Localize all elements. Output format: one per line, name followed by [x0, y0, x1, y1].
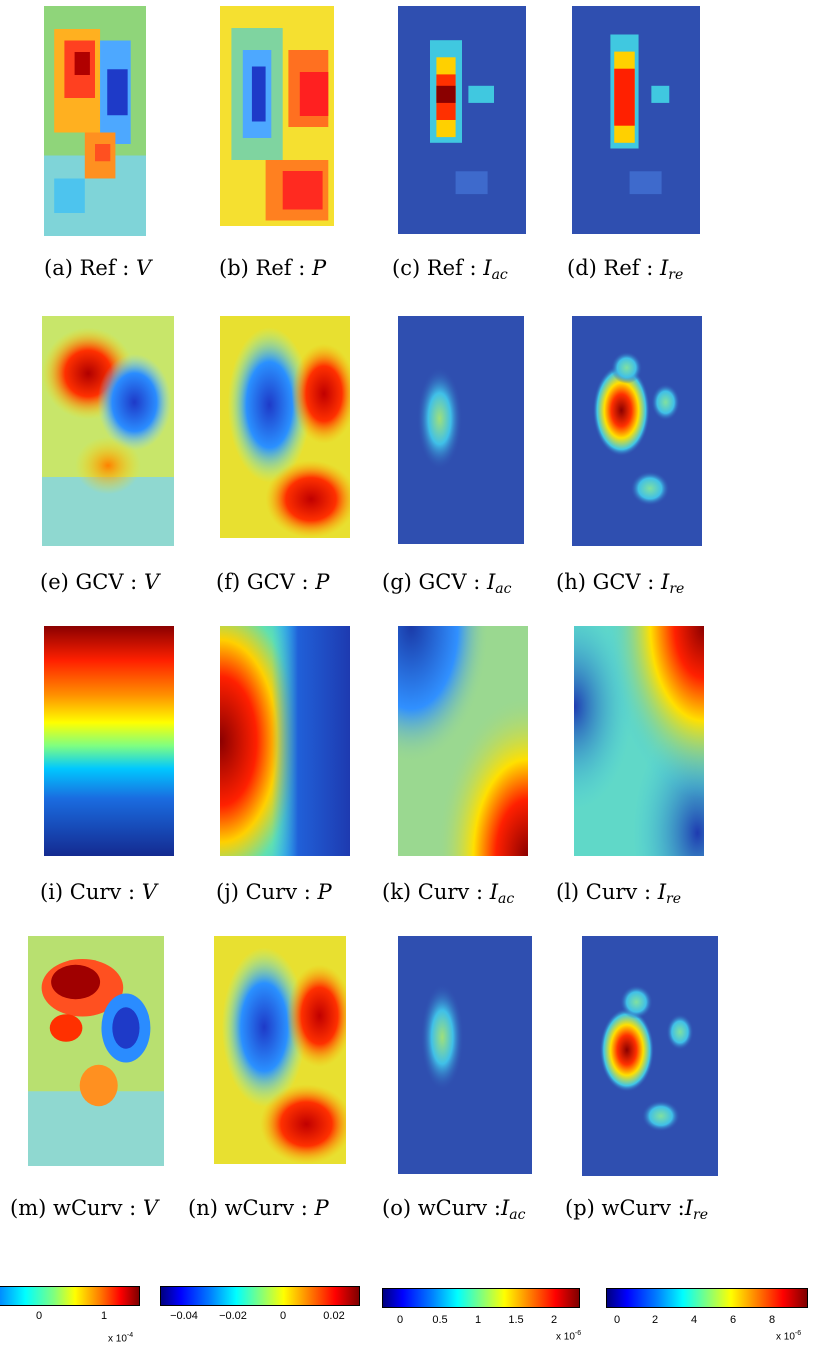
heatmap-curv-p — [220, 626, 350, 856]
heatmap-curv-ire — [574, 626, 704, 856]
colorbar-iac-tick: 0.5 — [432, 1314, 448, 1326]
heatmap-wcurv-iac — [398, 936, 532, 1174]
heatmap-ref-v — [44, 6, 146, 236]
caption-n: (n) wCurv : P — [188, 1196, 329, 1220]
colorbar-v-tick: 0 — [35, 1310, 43, 1322]
heatmap-wcurv-p-image — [214, 936, 346, 1164]
heatmap-ref-v-image — [44, 6, 146, 236]
colorbar-ire-tick: 2 — [651, 1314, 659, 1326]
heatmap-wcurv-v — [28, 936, 164, 1166]
caption-d: (d) Ref : Ire — [567, 256, 684, 283]
heatmap-gcv-iac-image — [398, 316, 524, 544]
caption-h: (h) GCV : Ire — [556, 570, 685, 597]
colorbar-iac-tick: 1.5 — [508, 1314, 524, 1326]
caption-i: (i) Curv : V — [40, 880, 157, 904]
colorbar-iac-multiplier: x 10-6 — [556, 1330, 582, 1343]
heatmap-ref-iac-image — [398, 6, 526, 234]
colorbar-v — [0, 1286, 140, 1306]
heatmap-wcurv-p — [214, 936, 346, 1164]
heatmap-wcurv-iac-image — [398, 936, 532, 1174]
colorbar-iac — [382, 1288, 580, 1308]
caption-g: (g) GCV : Iac — [382, 570, 512, 597]
colorbar-ire — [606, 1288, 808, 1308]
caption-o: (o) wCurv :Iac — [382, 1196, 526, 1223]
caption-m: (m) wCurv : V — [10, 1196, 159, 1220]
heatmap-wcurv-v-image — [28, 936, 164, 1166]
colorbar-v-multiplier: x 10-4 — [108, 1332, 134, 1345]
heatmap-gcv-p-image — [220, 316, 350, 538]
caption-f: (f) GCV : P — [216, 570, 330, 594]
caption-j: (j) Curv : P — [216, 880, 332, 904]
caption-b: (b) Ref : P — [219, 256, 327, 280]
heatmap-gcv-iac — [398, 316, 524, 544]
heatmap-ref-p — [220, 6, 334, 226]
colorbar-v-tick: 1 — [100, 1310, 108, 1322]
heatmap-wcurv-ire-image — [582, 936, 718, 1176]
heatmap-curv-ire-image — [574, 626, 704, 856]
heatmap-gcv-ire — [572, 316, 702, 546]
caption-k: (k) Curv : Iac — [382, 880, 515, 907]
heatmap-gcv-ire-image — [572, 316, 702, 546]
heatmap-curv-iac-image — [398, 626, 528, 856]
heatmap-ref-p-image — [220, 6, 334, 226]
caption-c: (c) Ref : Iac — [392, 256, 508, 283]
heatmap-ref-ire-image — [572, 6, 700, 234]
heatmap-gcv-v-image — [42, 316, 174, 546]
colorbar-p-tick: 0 — [279, 1310, 287, 1322]
colorbar-p-tick: −0.04 — [170, 1310, 198, 1322]
heatmap-curv-v-image — [44, 626, 174, 856]
heatmap-wcurv-ire — [582, 936, 718, 1176]
colorbar-iac-tick: 2 — [550, 1314, 558, 1326]
colorbar-ire-tick: 4 — [690, 1314, 698, 1326]
caption-p: (p) wCurv :Ire — [565, 1196, 709, 1223]
heatmap-ref-iac — [398, 6, 526, 234]
colorbar-p-tick: −0.02 — [219, 1310, 247, 1322]
heatmap-curv-v — [44, 626, 174, 856]
colorbar-iac-tick: 0 — [396, 1314, 404, 1326]
colorbar-ire-tick: 6 — [729, 1314, 737, 1326]
colorbar-p — [160, 1286, 360, 1306]
caption-a: (a) Ref : V — [44, 256, 152, 280]
colorbar-ire-multiplier: x 10-6 — [776, 1330, 802, 1343]
colorbar-p-tick: 0.02 — [323, 1310, 345, 1322]
heatmap-curv-p-image — [220, 626, 350, 856]
colorbar-ire-tick: 0 — [613, 1314, 621, 1326]
colorbar-iac-tick: 1 — [474, 1314, 482, 1326]
heatmap-ref-ire — [572, 6, 700, 234]
caption-e: (e) GCV : V — [40, 570, 160, 594]
heatmap-gcv-v — [42, 316, 174, 546]
heatmap-gcv-p — [220, 316, 350, 538]
heatmap-curv-iac — [398, 626, 528, 856]
caption-l: (l) Curv : Ire — [556, 880, 681, 907]
colorbar-ire-tick: 8 — [768, 1314, 776, 1326]
